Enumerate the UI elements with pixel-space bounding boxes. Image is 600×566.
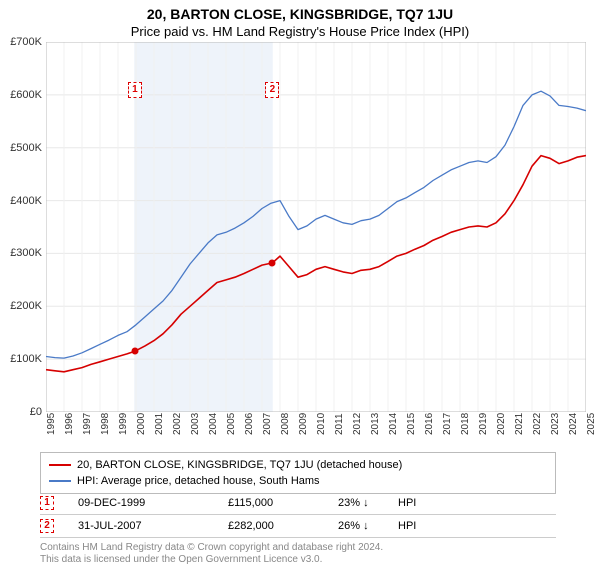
x-axis-tick: 2000 bbox=[136, 413, 147, 435]
x-axis-tick: 2021 bbox=[514, 413, 525, 435]
chart-container: 20, BARTON CLOSE, KINGSBRIDGE, TQ7 1JU P… bbox=[0, 0, 600, 560]
x-axis-tick: 2020 bbox=[496, 413, 507, 435]
sale-dot-2 bbox=[269, 259, 276, 266]
x-axis-tick: 2019 bbox=[478, 413, 489, 435]
x-axis-tick: 2024 bbox=[568, 413, 579, 435]
x-axis-tick: 2002 bbox=[172, 413, 183, 435]
y-axis-tick: £200K bbox=[0, 300, 42, 312]
y-axis-tick: £0 bbox=[0, 406, 42, 418]
page-subtitle: Price paid vs. HM Land Registry's House … bbox=[0, 22, 600, 39]
y-axis-tick: £600K bbox=[0, 89, 42, 101]
license-text: Contains HM Land Registry data © Crown c… bbox=[40, 542, 556, 566]
x-axis-tick: 2005 bbox=[226, 413, 237, 435]
x-axis-tick: 2014 bbox=[388, 413, 399, 435]
y-axis-tick: £500K bbox=[0, 142, 42, 154]
x-axis-tick: 2012 bbox=[352, 413, 363, 435]
sale-dot-1 bbox=[131, 348, 138, 355]
x-axis-tick: 1999 bbox=[118, 413, 129, 435]
x-axis-tick: 2015 bbox=[406, 413, 417, 435]
x-axis-tick: 2025 bbox=[586, 413, 597, 435]
license-line: Contains HM Land Registry data © Crown c… bbox=[40, 542, 556, 554]
legend-label: 20, BARTON CLOSE, KINGSBRIDGE, TQ7 1JU (… bbox=[77, 457, 402, 473]
x-axis-tick: 2011 bbox=[334, 413, 345, 435]
row-separator bbox=[40, 514, 556, 515]
sales-row-marker: 1 bbox=[40, 496, 54, 510]
x-axis-tick: 2006 bbox=[244, 413, 255, 435]
sales-row-hpi: HPI bbox=[398, 520, 448, 532]
x-axis-tick: 2023 bbox=[550, 413, 561, 435]
sale-marker-2: 2 bbox=[265, 82, 279, 98]
sales-table: 1 09-DEC-1999£115,00023% ↓HPI 2 31-JUL-2007… bbox=[40, 494, 556, 566]
row-separator bbox=[40, 537, 556, 538]
y-axis-tick: £400K bbox=[0, 195, 42, 207]
y-axis-tick: £700K bbox=[0, 36, 42, 48]
sales-row-pct: 23% ↓ bbox=[338, 497, 398, 509]
sales-row-marker: 2 bbox=[40, 519, 54, 533]
chart-area: £0£100K£200K£300K£400K£500K£600K£700K199… bbox=[46, 42, 586, 412]
y-axis-tick: £100K bbox=[0, 353, 42, 365]
x-axis-tick: 2016 bbox=[424, 413, 435, 435]
sales-row-price: £282,000 bbox=[228, 520, 338, 532]
legend: 20, BARTON CLOSE, KINGSBRIDGE, TQ7 1JU (… bbox=[40, 452, 556, 494]
x-axis-tick: 1995 bbox=[46, 413, 57, 435]
sales-row: 1 09-DEC-1999£115,00023% ↓HPI bbox=[40, 494, 556, 512]
y-axis-tick: £300K bbox=[0, 247, 42, 259]
sales-row-pct: 26% ↓ bbox=[338, 520, 398, 532]
page-title: 20, BARTON CLOSE, KINGSBRIDGE, TQ7 1JU bbox=[0, 0, 600, 22]
legend-swatch bbox=[49, 480, 71, 482]
x-axis-tick: 1997 bbox=[82, 413, 93, 435]
sales-row: 2 31-JUL-2007£282,00026% ↓HPI bbox=[40, 517, 556, 535]
x-axis-tick: 2022 bbox=[532, 413, 543, 435]
sales-row-date: 31-JUL-2007 bbox=[78, 520, 228, 532]
x-axis-tick: 2003 bbox=[190, 413, 201, 435]
sales-row-price: £115,000 bbox=[228, 497, 338, 509]
x-axis-tick: 2008 bbox=[280, 413, 291, 435]
x-axis-tick: 1998 bbox=[100, 413, 111, 435]
legend-label: HPI: Average price, detached house, Sout… bbox=[77, 473, 320, 489]
x-axis-tick: 2017 bbox=[442, 413, 453, 435]
x-axis-tick: 2001 bbox=[154, 413, 165, 435]
x-axis-tick: 2007 bbox=[262, 413, 273, 435]
sales-row-date: 09-DEC-1999 bbox=[78, 497, 228, 509]
legend-row: 20, BARTON CLOSE, KINGSBRIDGE, TQ7 1JU (… bbox=[49, 457, 547, 473]
legend-row: HPI: Average price, detached house, Sout… bbox=[49, 473, 547, 489]
x-axis-tick: 2018 bbox=[460, 413, 471, 435]
legend-swatch bbox=[49, 464, 71, 466]
sales-row-hpi: HPI bbox=[398, 497, 448, 509]
sale-marker-1: 1 bbox=[128, 82, 142, 98]
x-axis-tick: 1996 bbox=[64, 413, 75, 435]
x-axis-tick: 2010 bbox=[316, 413, 327, 435]
license-line: This data is licensed under the Open Gov… bbox=[40, 554, 556, 566]
x-axis-tick: 2013 bbox=[370, 413, 381, 435]
x-axis-tick: 2004 bbox=[208, 413, 219, 435]
x-axis-tick: 2009 bbox=[298, 413, 309, 435]
